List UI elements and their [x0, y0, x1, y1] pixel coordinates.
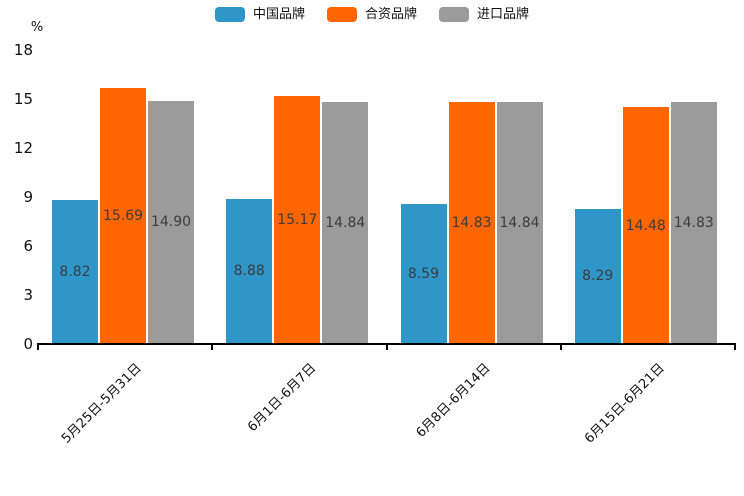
bar-value-label: 15.69	[102, 207, 144, 224]
bar-value-label: 8.59	[407, 265, 440, 282]
bar-value-label: 8.82	[59, 263, 91, 280]
legend-label: 合资品牌	[364, 7, 417, 22]
y-tick-label: 6	[23, 237, 33, 255]
x-axis-line	[37, 343, 736, 345]
y-tick-label: 0	[23, 335, 33, 353]
x-axis-tick	[734, 345, 736, 350]
y-tick-label: 9	[23, 188, 33, 206]
x-axis-tick	[37, 345, 39, 350]
legend-label: 进口品牌	[477, 7, 530, 22]
bar-合资品牌-1	[274, 96, 321, 344]
bar-value-label: 14.48	[625, 217, 666, 234]
bar-合资品牌-3	[622, 107, 669, 344]
bar-value-label: 14.84	[325, 214, 366, 231]
y-tick-label: 3	[23, 286, 33, 304]
bar-中国品牌-3	[574, 208, 621, 344]
y-axis-unit-label: %	[30, 20, 44, 35]
x-category-label: 6月1日-6月7日	[244, 360, 319, 435]
bar-value-label: 8.29	[582, 268, 614, 285]
x-category-label: 6月15日-6月21日	[581, 360, 668, 447]
bar-value-label: 14.83	[673, 214, 714, 231]
bar-合资品牌-2	[448, 101, 495, 344]
x-axis-tick	[211, 345, 214, 350]
legend-item-1: 合资品牌	[326, 7, 417, 22]
legend-swatch-icon	[214, 7, 245, 22]
x-category-label: 5月25日-5月31日	[58, 360, 145, 447]
bar-中国品牌-0	[52, 199, 98, 344]
legend-swatch-icon	[439, 7, 469, 22]
bar-value-label: 14.83	[451, 214, 492, 231]
bar-value-label: 14.84	[499, 214, 540, 231]
x-category-label: 6月8日-6月14日	[413, 360, 494, 441]
legend-item-0: 中国品牌	[214, 7, 305, 22]
bar-进口品牌-3	[670, 101, 717, 344]
bar-value-label: 15.17	[277, 212, 318, 229]
y-tick-label: 18	[13, 41, 33, 59]
legend-swatch-icon	[326, 7, 357, 22]
bar-中国品牌-2	[400, 203, 447, 344]
y-tick-label: 12	[13, 139, 33, 157]
legend-label: 中国品牌	[252, 7, 305, 22]
bar-进口品牌-1	[322, 101, 369, 344]
bar-中国品牌-1	[226, 198, 273, 344]
bar-value-label: 14.90	[150, 214, 192, 231]
legend: 中国品牌 合资品牌 进口品牌	[0, 7, 744, 22]
legend-item-2: 进口品牌	[439, 7, 529, 22]
x-axis-tick	[559, 345, 562, 350]
bar-合资品牌-0	[100, 87, 146, 344]
y-tick-label: 15	[13, 90, 33, 108]
x-axis-tick	[385, 345, 388, 350]
bar-value-label: 8.88	[233, 263, 265, 280]
bar-进口品牌-2	[496, 101, 543, 344]
bar-进口品牌-0	[148, 100, 194, 344]
